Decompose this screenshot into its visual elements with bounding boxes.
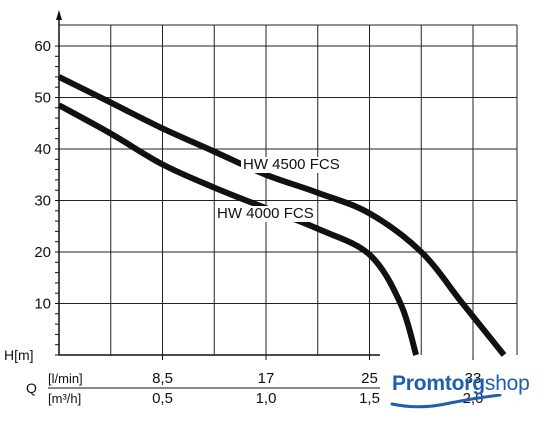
series-label-hw4500: HW 4500 FCS <box>241 156 342 173</box>
x-tick-label-lmin: 25 <box>361 370 378 387</box>
brand-swoosh-icon <box>390 394 502 409</box>
y-tick-label: 30 <box>34 193 51 210</box>
brand-logo-part1: Promtorg <box>392 372 485 395</box>
series-label-hw4000: HW 4000 FCS <box>215 205 316 222</box>
y-tick-label: 50 <box>34 90 51 107</box>
y-tick-label: 60 <box>34 38 51 55</box>
brand-logo: Promtorgshop <box>392 372 530 396</box>
y-tick-label: 10 <box>34 296 51 313</box>
y-axis-arrow-icon <box>56 10 62 20</box>
y-tick-label: 20 <box>34 244 51 261</box>
x-tick-label-lmin: 17 <box>258 370 275 387</box>
x-tick-label-lmin: 8,5 <box>152 370 173 387</box>
x-unit-lmin: [l/min] <box>48 371 83 386</box>
x-tick-label-lmin: 33 <box>465 370 482 387</box>
x-tick-label-m3h: 1,5 <box>359 390 380 407</box>
brand-logo-part2: shop <box>484 372 530 395</box>
x-unit-m3h: [m³/h] <box>48 391 81 406</box>
series-line-hw4500 <box>57 74 507 357</box>
chart-grid <box>58 24 518 355</box>
y-axis-label: H[m] <box>4 347 34 363</box>
chart-ticks: 102030405060H[m]Q[l/min][m³/h]8,51725334… <box>4 38 483 407</box>
series-line-hw4000 <box>57 102 419 356</box>
x-tick-label-m3h: 1,0 <box>256 390 277 407</box>
x-axis-label: Q <box>26 380 37 396</box>
chart-axes <box>48 10 474 389</box>
x-tick-label-m3h: 0,5 <box>152 390 173 407</box>
y-tick-label: 40 <box>34 141 51 158</box>
